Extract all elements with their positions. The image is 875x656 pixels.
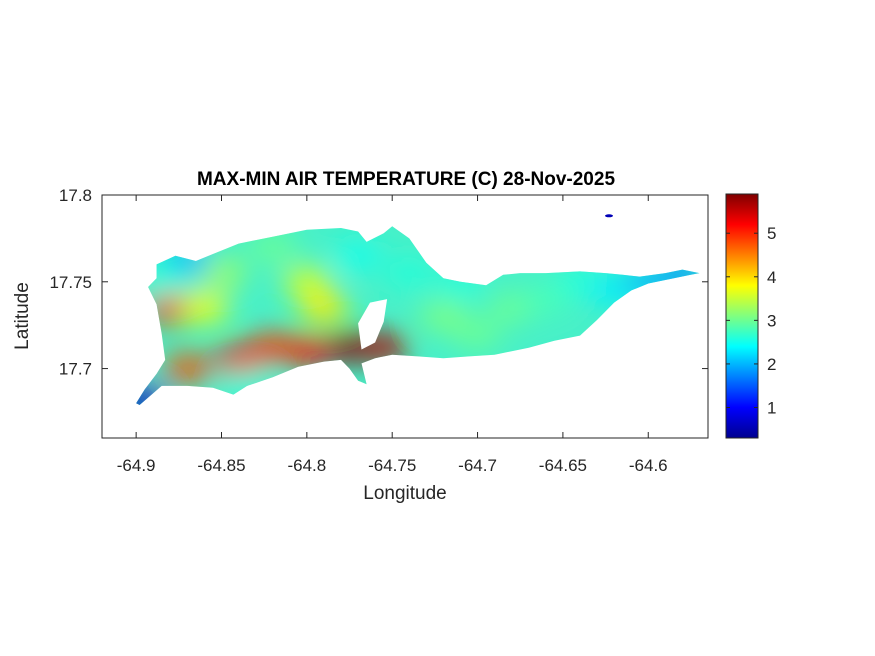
x-tick-label: -64.8 [287,456,326,475]
field-sample [453,319,502,348]
x-tick-label: -64.7 [458,456,497,475]
field-sample [299,293,348,322]
field-sample [180,293,229,322]
field-sample [163,354,212,383]
y-axis-label: Latitude [12,282,33,350]
colorbar-tick-label: 5 [767,224,776,243]
x-axis-label: Longitude [363,483,446,504]
colorbar [725,193,759,439]
colorbar-tick-label: 3 [767,311,776,330]
field-sample [334,241,383,270]
y-tick-label: 17.75 [49,273,92,292]
x-tick-label: -64.85 [197,456,245,475]
colorbar-tick-label: 2 [767,355,776,374]
x-tick-label: -64.75 [368,456,416,475]
cay-marker [605,214,613,218]
field-sample [282,267,331,296]
x-axis-ticks: -64.9 -64.85 -64.8 -64.75 -64.7 -64.65 -64.6 [117,195,668,475]
field-sample [385,259,434,288]
x-tick-label: -64.6 [629,456,668,475]
colorbar-tick-label: 1 [767,399,776,418]
x-tick-label: -64.9 [117,456,156,475]
colorbar-ticks: 1 2 3 4 5 [726,224,776,418]
colorbar-tick-label: 4 [767,268,776,287]
y-tick-label: 17.8 [59,186,92,205]
bay-cutout [358,299,388,350]
y-tick-label: 17.7 [59,360,92,379]
field-sample [521,285,570,314]
y-axis-ticks: 17.7 17.75 17.8 [49,186,708,379]
field-sample [419,302,468,331]
field-sample [248,233,297,262]
x-tick-label: -64.65 [539,456,587,475]
chart-title: MAX-MIN AIR TEMPERATURE (C) 28-Nov-2025 [197,169,615,190]
field-sample [248,333,297,362]
